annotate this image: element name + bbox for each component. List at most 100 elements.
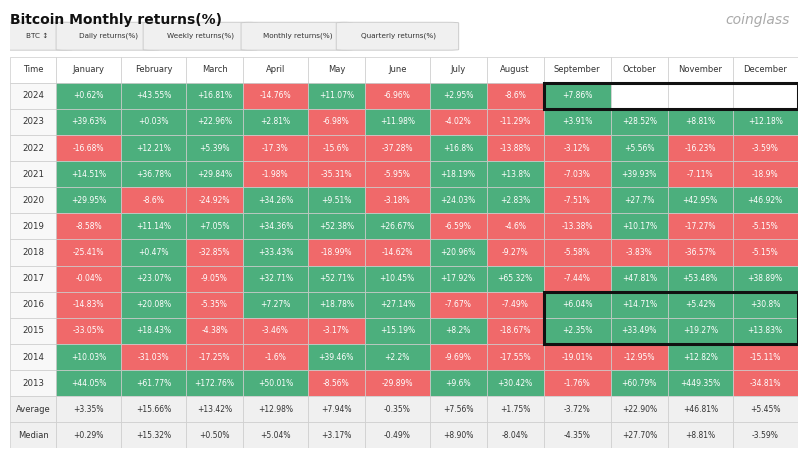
Bar — [733, 422, 798, 448]
Bar — [733, 265, 798, 292]
Text: -17.27%: -17.27% — [685, 222, 716, 231]
Bar — [611, 213, 668, 240]
Text: +12.21%: +12.21% — [136, 144, 171, 153]
Bar — [243, 344, 308, 370]
Text: +8.81%: +8.81% — [686, 117, 715, 126]
Bar — [668, 135, 733, 161]
Bar — [486, 57, 544, 83]
Text: April: April — [266, 65, 285, 74]
Text: -3.17%: -3.17% — [323, 327, 350, 335]
Text: -31.03%: -31.03% — [138, 352, 170, 361]
Text: +29.84%: +29.84% — [197, 170, 232, 178]
Bar — [10, 240, 56, 265]
Bar — [308, 57, 365, 83]
Text: -9.05%: -9.05% — [201, 274, 228, 283]
Bar — [121, 240, 186, 265]
Text: +13.42%: +13.42% — [197, 405, 232, 414]
Text: +46.92%: +46.92% — [747, 196, 782, 205]
Bar — [56, 370, 121, 396]
Bar — [611, 370, 668, 396]
Text: -6.59%: -6.59% — [445, 222, 472, 231]
Text: +2.83%: +2.83% — [500, 196, 530, 205]
Bar — [10, 187, 56, 213]
Bar — [10, 370, 56, 396]
Bar — [308, 213, 365, 240]
Bar — [56, 318, 121, 344]
Text: +15.32%: +15.32% — [136, 431, 171, 440]
Text: -7.44%: -7.44% — [564, 274, 590, 283]
Text: +8.90%: +8.90% — [443, 431, 474, 440]
Text: -3.46%: -3.46% — [262, 327, 289, 335]
Bar — [186, 135, 243, 161]
Bar — [544, 396, 611, 422]
Bar — [430, 265, 486, 292]
Bar — [10, 318, 56, 344]
Text: -14.83%: -14.83% — [73, 300, 105, 309]
Bar — [611, 344, 668, 370]
Bar — [243, 265, 308, 292]
Text: +39.93%: +39.93% — [622, 170, 657, 178]
Text: +34.36%: +34.36% — [258, 222, 293, 231]
Bar — [121, 109, 186, 135]
Text: September: September — [554, 65, 601, 74]
Text: -8.6%: -8.6% — [504, 92, 526, 100]
Bar — [243, 161, 308, 187]
Text: 2022: 2022 — [22, 144, 44, 153]
Text: +11.07%: +11.07% — [318, 92, 354, 100]
Bar — [10, 83, 56, 109]
Text: +13.83%: +13.83% — [748, 327, 782, 335]
Text: +11.98%: +11.98% — [380, 117, 414, 126]
Text: -1.76%: -1.76% — [564, 379, 590, 388]
Bar — [121, 135, 186, 161]
Bar — [544, 213, 611, 240]
Text: July: July — [450, 65, 466, 74]
Bar — [544, 135, 611, 161]
Text: -16.23%: -16.23% — [685, 144, 716, 153]
Text: +15.19%: +15.19% — [380, 327, 415, 335]
Bar — [486, 109, 544, 135]
Text: -14.62%: -14.62% — [382, 248, 413, 257]
Text: -37.28%: -37.28% — [382, 144, 413, 153]
Text: +43.55%: +43.55% — [136, 92, 171, 100]
Bar — [668, 344, 733, 370]
Bar — [365, 161, 430, 187]
Text: March: March — [202, 65, 227, 74]
Bar — [365, 109, 430, 135]
Bar — [611, 161, 668, 187]
Text: +27.70%: +27.70% — [622, 431, 657, 440]
Text: August: August — [501, 65, 530, 74]
Text: BTC ↕: BTC ↕ — [26, 33, 49, 39]
Bar — [121, 161, 186, 187]
Text: -8.58%: -8.58% — [75, 222, 102, 231]
Text: +38.89%: +38.89% — [748, 274, 782, 283]
Bar — [365, 318, 430, 344]
Text: +2.81%: +2.81% — [260, 117, 290, 126]
Bar — [365, 213, 430, 240]
Text: +10.45%: +10.45% — [380, 274, 415, 283]
Bar — [186, 187, 243, 213]
Bar — [56, 422, 121, 448]
Text: +8.2%: +8.2% — [446, 327, 471, 335]
Bar — [10, 135, 56, 161]
Text: May: May — [328, 65, 345, 74]
Bar — [308, 396, 365, 422]
Text: +14.71%: +14.71% — [622, 300, 657, 309]
Text: -3.59%: -3.59% — [752, 431, 778, 440]
Text: -3.72%: -3.72% — [564, 405, 590, 414]
Bar — [733, 240, 798, 265]
Text: -0.04%: -0.04% — [75, 274, 102, 283]
Bar — [544, 318, 611, 344]
Text: +12.98%: +12.98% — [258, 405, 293, 414]
FancyBboxPatch shape — [2, 22, 73, 50]
Bar — [186, 161, 243, 187]
Bar — [56, 109, 121, 135]
Bar — [243, 370, 308, 396]
Bar — [733, 292, 798, 318]
Text: +7.86%: +7.86% — [562, 92, 593, 100]
Text: +26.67%: +26.67% — [380, 222, 415, 231]
Bar — [56, 187, 121, 213]
Text: Weekly returns(%): Weekly returns(%) — [167, 33, 234, 39]
Text: Monthly returns(%): Monthly returns(%) — [262, 33, 332, 39]
Bar — [243, 57, 308, 83]
Bar — [121, 370, 186, 396]
